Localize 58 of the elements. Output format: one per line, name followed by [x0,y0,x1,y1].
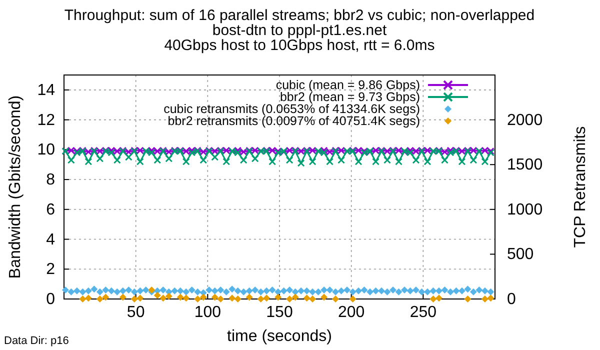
y2-tick-label: 2000 [507,112,543,129]
point [217,296,224,302]
point [286,296,294,302]
point [176,294,184,301]
y-axis-title: Bandwidth (Gbits/second) [7,95,24,279]
y2-tick-label: 0 [507,291,516,308]
point [194,296,202,302]
point [435,294,442,302]
point [200,294,207,301]
point [154,292,161,299]
y2-tick-label: 1000 [507,201,543,218]
point [102,294,110,301]
point [211,294,218,301]
point [309,296,316,302]
point [464,296,472,302]
point [349,296,356,302]
point [481,296,488,302]
point [96,296,104,302]
point [234,296,242,302]
y2-axis-title: TCP Retransmits [572,126,589,248]
x-tick-label: 250 [410,304,437,321]
point [303,294,310,302]
y-tick-label: 6 [46,201,56,218]
x-axis-title: time (seconds) [227,328,332,345]
y-tick-label: 14 [37,82,56,99]
point [332,296,340,302]
point [487,294,494,302]
point [119,294,126,301]
point [136,294,144,302]
point [160,294,167,302]
point [79,296,86,302]
point [246,294,253,301]
chart-title: Throughput: sum of 16 parallel streams; bbr2 vs cubic; non-overlapped bost-dtn to pppl-pt1.es.net 40Gbps host to 10Gbps host, rtt = 6.0ms [64,7,535,54]
text: Data Dir: p16 [4,335,69,347]
x-tick-label: 50 [126,304,145,321]
y-tick-label: 2 [46,261,56,278]
point [292,294,299,301]
point [182,294,190,302]
y-tick-label: 4 [46,231,56,248]
point [430,296,437,302]
point [84,294,92,302]
legend-label: cubic (mean = 9.86 Gbps) [276,78,420,92]
y-tick-label: 10 [37,142,56,159]
x-tick-label: 200 [338,304,365,321]
point [165,292,172,300]
point [228,294,236,302]
point [274,294,282,301]
y-tick-label: 12 [37,112,56,129]
y-tick-label: 8 [46,172,56,189]
y-tick-label: 0 [46,291,56,308]
y2-tick-label: 1500 [507,156,543,174]
x-tick-label: 100 [194,304,222,321]
point [263,294,270,302]
point [257,296,264,302]
point [320,294,328,301]
y2-tick-label: 500 [507,246,534,264]
x-tick-label: 150 [266,304,293,321]
point [130,296,138,302]
